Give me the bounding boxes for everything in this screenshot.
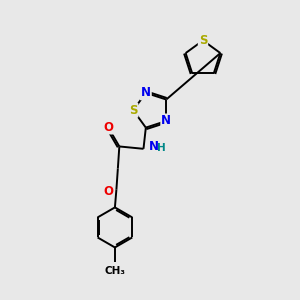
Text: O: O — [103, 185, 113, 198]
Text: O: O — [104, 121, 114, 134]
Text: S: S — [129, 104, 137, 117]
Text: N: N — [141, 86, 151, 99]
Text: S: S — [199, 34, 207, 47]
Text: CH₃: CH₃ — [104, 266, 125, 276]
Text: H: H — [158, 142, 166, 153]
Text: N: N — [149, 140, 159, 153]
Text: N: N — [161, 115, 171, 128]
